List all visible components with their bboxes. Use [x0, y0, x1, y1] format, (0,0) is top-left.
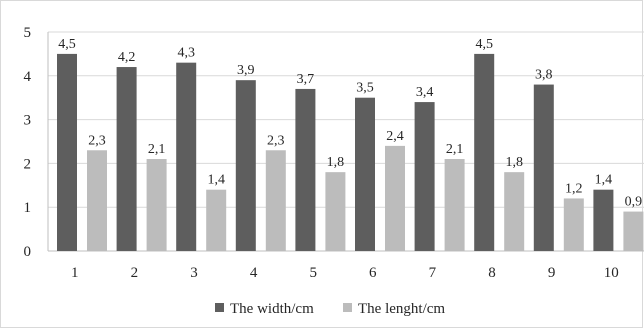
- bar-series2-cat-8: [504, 172, 525, 251]
- x-category-label: 7: [429, 265, 437, 281]
- bar-series2-cat-9: [563, 198, 584, 251]
- data-label-series1-cat-4: 3,9: [237, 63, 255, 78]
- data-label-series1-cat-8: 4,5: [475, 37, 493, 52]
- data-label-series1-cat-9: 3,8: [535, 68, 553, 83]
- data-label-series1-cat-7: 3,4: [416, 85, 434, 100]
- legend-label-series1: The width/cm: [230, 301, 314, 317]
- data-label-series1-cat-2: 4,2: [118, 50, 136, 65]
- bars: [57, 53, 644, 252]
- gridlines: [47, 31, 644, 252]
- x-category-label: 9: [548, 265, 556, 281]
- x-category-label: 8: [488, 265, 496, 281]
- bar-series2-cat-5: [325, 172, 346, 251]
- bar-series2-cat-2: [146, 159, 167, 251]
- bar-series1-cat-9: [533, 84, 554, 251]
- bar-series1-cat-3: [176, 62, 197, 251]
- legend-label-series2: The lenght/cm: [358, 301, 445, 317]
- data-labels: 4,5 2,3 4,2 2,1 4,3 1,4 3,9 2,3 3,7 1,8 3,5 2,4 3,4 2…: [58, 37, 642, 210]
- y-axis-ticks: 0 1 2 3 4 5: [24, 25, 32, 260]
- bar-series2-cat-7: [444, 159, 465, 251]
- bar-series1-cat-10: [593, 189, 614, 251]
- x-category-label: 1: [71, 265, 79, 281]
- x-category-label: 4: [250, 265, 258, 281]
- x-category-label: 10: [604, 265, 619, 281]
- data-label-series2-cat-6: 2,4: [386, 129, 404, 144]
- data-label-series2-cat-3: 1,4: [207, 173, 225, 188]
- data-label-series2-cat-5: 1,8: [327, 155, 345, 170]
- bar-series2-cat-3: [206, 189, 227, 251]
- y-tick-label: 4: [24, 69, 32, 85]
- data-label-series1-cat-1: 4,5: [58, 37, 76, 52]
- bar-series1-cat-2: [116, 67, 137, 251]
- bar-series1-cat-7: [414, 102, 435, 251]
- data-label-series1-cat-3: 4,3: [177, 46, 195, 61]
- y-tick-label: 5: [24, 25, 32, 41]
- bar-series1-cat-6: [355, 97, 375, 251]
- x-axis-categories: 1 2 3 4 5 6 7 8 9 10: [71, 265, 619, 281]
- x-category-label: 6: [369, 265, 377, 281]
- data-label-series1-cat-5: 3,7: [297, 72, 315, 87]
- bar-series1-cat-4: [235, 80, 256, 252]
- bar-series2-cat-1: [87, 150, 107, 251]
- bar-series1-cat-1: [57, 53, 77, 252]
- y-tick-label: 1: [24, 200, 32, 216]
- bar-series2-cat-4: [265, 150, 286, 251]
- data-label-series1-cat-10: 1,4: [595, 173, 613, 188]
- x-category-label: 2: [131, 265, 139, 281]
- x-category-label: 5: [309, 265, 317, 281]
- data-label-series2-cat-4: 2,3: [267, 133, 285, 148]
- legend-swatch-series2: [343, 303, 352, 312]
- x-category-label: 3: [190, 265, 198, 281]
- data-label-series1-cat-6: 3,5: [356, 81, 374, 96]
- bar-series2-cat-6: [385, 145, 405, 251]
- legend: The width/cm The lenght/cm: [215, 301, 445, 317]
- bar-series2-cat-10: [623, 211, 644, 251]
- data-label-series2-cat-9: 1,2: [565, 181, 583, 196]
- y-tick-label: 2: [24, 156, 32, 172]
- bar-series1-cat-8: [474, 53, 495, 252]
- y-tick-label: 0: [24, 244, 32, 260]
- data-label-series2-cat-2: 2,1: [148, 142, 166, 157]
- legend-swatch-series1: [215, 303, 224, 312]
- data-label-series2-cat-1: 2,3: [88, 133, 106, 148]
- bar-series1-cat-5: [295, 88, 316, 251]
- y-tick-label: 3: [24, 113, 32, 129]
- data-label-series2-cat-10: 0,9: [625, 195, 643, 210]
- data-label-series2-cat-7: 2,1: [446, 142, 464, 157]
- data-label-series2-cat-8: 1,8: [505, 155, 523, 170]
